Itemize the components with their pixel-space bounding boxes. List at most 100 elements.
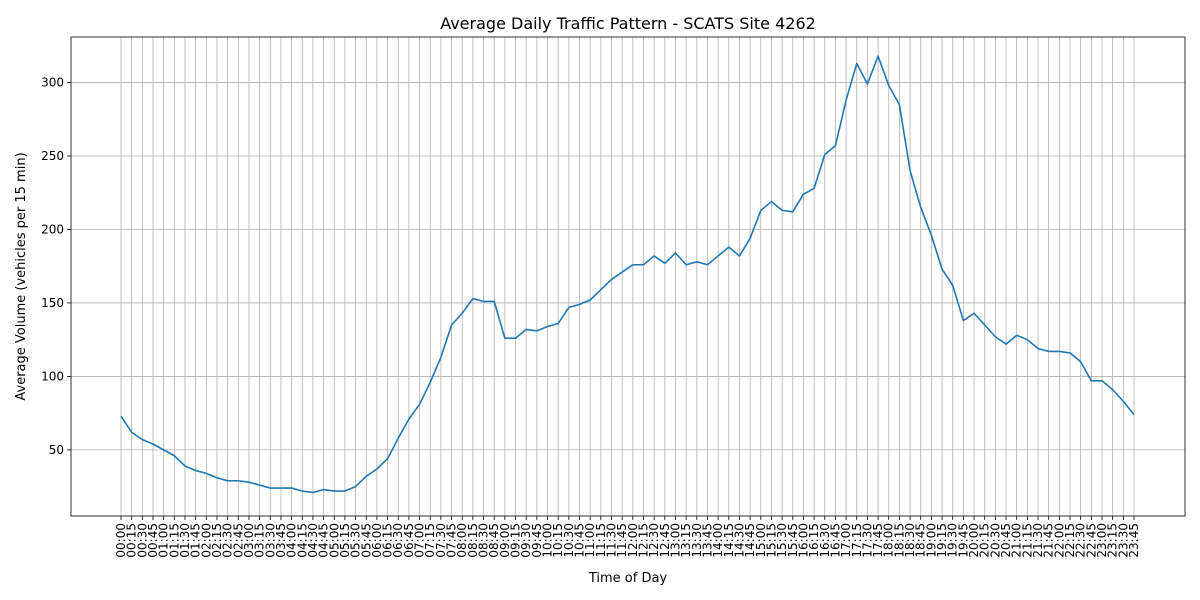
x-tick-label: 01:15 bbox=[167, 523, 181, 558]
y-tick-label: 50 bbox=[49, 443, 64, 457]
x-tick-label: 20:15 bbox=[978, 523, 992, 558]
x-grid bbox=[120, 37, 1135, 516]
x-tick-label: 12:15 bbox=[636, 523, 650, 558]
x-tick-label: 10:45 bbox=[573, 523, 587, 558]
x-tick-label: 07:00 bbox=[413, 523, 427, 558]
x-tick-label: 22:30 bbox=[1074, 523, 1088, 558]
x-tick-label: 12:45 bbox=[658, 523, 672, 558]
x-tick-label: 05:15 bbox=[338, 523, 352, 558]
y-tick-label: 200 bbox=[41, 222, 64, 236]
x-tick-label: 21:15 bbox=[1020, 523, 1034, 558]
x-tick-label: 14:15 bbox=[722, 523, 736, 558]
x-tick-label: 06:00 bbox=[370, 523, 384, 558]
x-tick-label: 15:00 bbox=[754, 523, 768, 558]
x-tick-label: 14:30 bbox=[732, 523, 746, 558]
x-tick-label: 01:30 bbox=[178, 523, 192, 558]
chart-title: Average Daily Traffic Pattern - SCATS Si… bbox=[440, 14, 816, 33]
x-tick-label: 19:15 bbox=[935, 523, 949, 558]
x-tick-label: 22:15 bbox=[1063, 523, 1077, 558]
x-tick-label: 13:45 bbox=[700, 523, 714, 558]
x-tick-label: 11:15 bbox=[594, 523, 608, 558]
x-tick-label: 02:30 bbox=[221, 523, 235, 558]
x-tick-label: 20:00 bbox=[967, 523, 981, 558]
x-tick-label: 08:00 bbox=[455, 523, 469, 558]
x-tick-label: 13:00 bbox=[668, 523, 682, 558]
x-tick-label: 17:30 bbox=[860, 523, 874, 558]
x-tick-label: 05:30 bbox=[349, 523, 363, 558]
x-tick-label: 09:30 bbox=[519, 523, 533, 558]
x-tick-label: 13:15 bbox=[679, 523, 693, 558]
x-tick-label: 05:00 bbox=[327, 523, 341, 558]
x-tick-label: 23:45 bbox=[1127, 523, 1141, 558]
x-tick-label: 00:45 bbox=[146, 523, 160, 558]
x-tick-label: 06:30 bbox=[391, 523, 405, 558]
x-tick-label: 17:00 bbox=[839, 523, 853, 558]
x-tick-label: 04:45 bbox=[317, 523, 331, 558]
x-tick-label: 01:00 bbox=[157, 523, 171, 558]
x-tick-label: 03:30 bbox=[263, 523, 277, 558]
x-tick-label: 18:00 bbox=[882, 523, 896, 558]
x-tick-labels: 00:0000:1500:3000:4501:0001:1501:3001:45… bbox=[114, 516, 1141, 558]
x-tick-label: 18:45 bbox=[914, 523, 928, 558]
x-tick-label: 22:00 bbox=[1052, 523, 1066, 558]
x-tick-label: 12:00 bbox=[626, 523, 640, 558]
y-tick-label: 250 bbox=[41, 149, 64, 163]
x-tick-label: 13:30 bbox=[690, 523, 704, 558]
x-tick-label: 02:00 bbox=[199, 523, 213, 558]
plot-frame bbox=[70, 36, 1186, 517]
x-tick-label: 16:00 bbox=[796, 523, 810, 558]
x-tick-label: 06:45 bbox=[402, 523, 416, 558]
x-tick-label: 03:00 bbox=[242, 523, 256, 558]
y-axis-label: Average Volume (vehicles per 15 min) bbox=[14, 152, 29, 400]
x-tick-label: 19:00 bbox=[924, 523, 938, 558]
x-tick-label: 04:00 bbox=[285, 523, 299, 558]
x-tick-label: 16:45 bbox=[828, 523, 842, 558]
x-tick-label: 04:15 bbox=[295, 523, 309, 558]
y-tick-labels: 50 100 150 200 250 300 bbox=[41, 76, 71, 457]
y-tick-label: 150 bbox=[41, 296, 64, 310]
x-tick-label: 19:30 bbox=[946, 523, 960, 558]
x-axis-label: Time of Day bbox=[588, 571, 668, 586]
x-tick-label: 19:45 bbox=[956, 523, 970, 558]
x-tick-label: 00:00 bbox=[114, 523, 128, 558]
x-tick-label: 04:30 bbox=[306, 523, 320, 558]
x-tick-label: 15:15 bbox=[764, 523, 778, 558]
x-tick-label: 11:30 bbox=[605, 523, 619, 558]
x-tick-label: 17:45 bbox=[871, 523, 885, 558]
x-tick-label: 10:00 bbox=[541, 523, 555, 558]
x-tick-label: 00:15 bbox=[125, 523, 139, 558]
x-tick-label: 23:15 bbox=[1106, 523, 1120, 558]
x-tick-label: 23:00 bbox=[1095, 523, 1109, 558]
x-tick-label: 21:30 bbox=[1031, 523, 1045, 558]
x-tick-label: 21:00 bbox=[1010, 523, 1024, 558]
x-tick-label: 20:45 bbox=[999, 523, 1013, 558]
y-tick-label: 100 bbox=[41, 369, 64, 383]
x-tick-label: 14:00 bbox=[711, 523, 725, 558]
x-tick-label: 23:30 bbox=[1116, 523, 1130, 558]
x-tick-label: 22:45 bbox=[1084, 523, 1098, 558]
y-tick-label: 300 bbox=[41, 76, 64, 90]
x-tick-label: 21:45 bbox=[1042, 523, 1056, 558]
x-tick-label: 02:45 bbox=[231, 523, 245, 558]
x-tick-label: 01:45 bbox=[189, 523, 203, 558]
x-tick-label: 06:15 bbox=[381, 523, 395, 558]
x-tick-label: 03:15 bbox=[253, 523, 267, 558]
x-tick-label: 11:45 bbox=[615, 523, 629, 558]
x-tick-label: 02:15 bbox=[210, 523, 224, 558]
x-tick-label: 09:45 bbox=[530, 523, 544, 558]
x-tick-label: 09:00 bbox=[498, 523, 512, 558]
x-tick-label: 00:30 bbox=[135, 523, 149, 558]
x-tick-label: 20:30 bbox=[988, 523, 1002, 558]
x-tick-label: 08:30 bbox=[477, 523, 491, 558]
x-tick-label: 10:15 bbox=[551, 523, 565, 558]
x-tick-label: 17:15 bbox=[850, 523, 864, 558]
x-tick-label: 16:15 bbox=[807, 523, 821, 558]
x-tick-label: 05:45 bbox=[359, 523, 373, 558]
x-tick-label: 16:30 bbox=[818, 523, 832, 558]
x-tick-label: 08:45 bbox=[487, 523, 501, 558]
x-tick-label: 15:30 bbox=[775, 523, 789, 558]
series-line-average-volume bbox=[120, 55, 1135, 494]
x-tick-label: 10:30 bbox=[562, 523, 576, 558]
x-tick-label: 03:45 bbox=[274, 523, 288, 558]
